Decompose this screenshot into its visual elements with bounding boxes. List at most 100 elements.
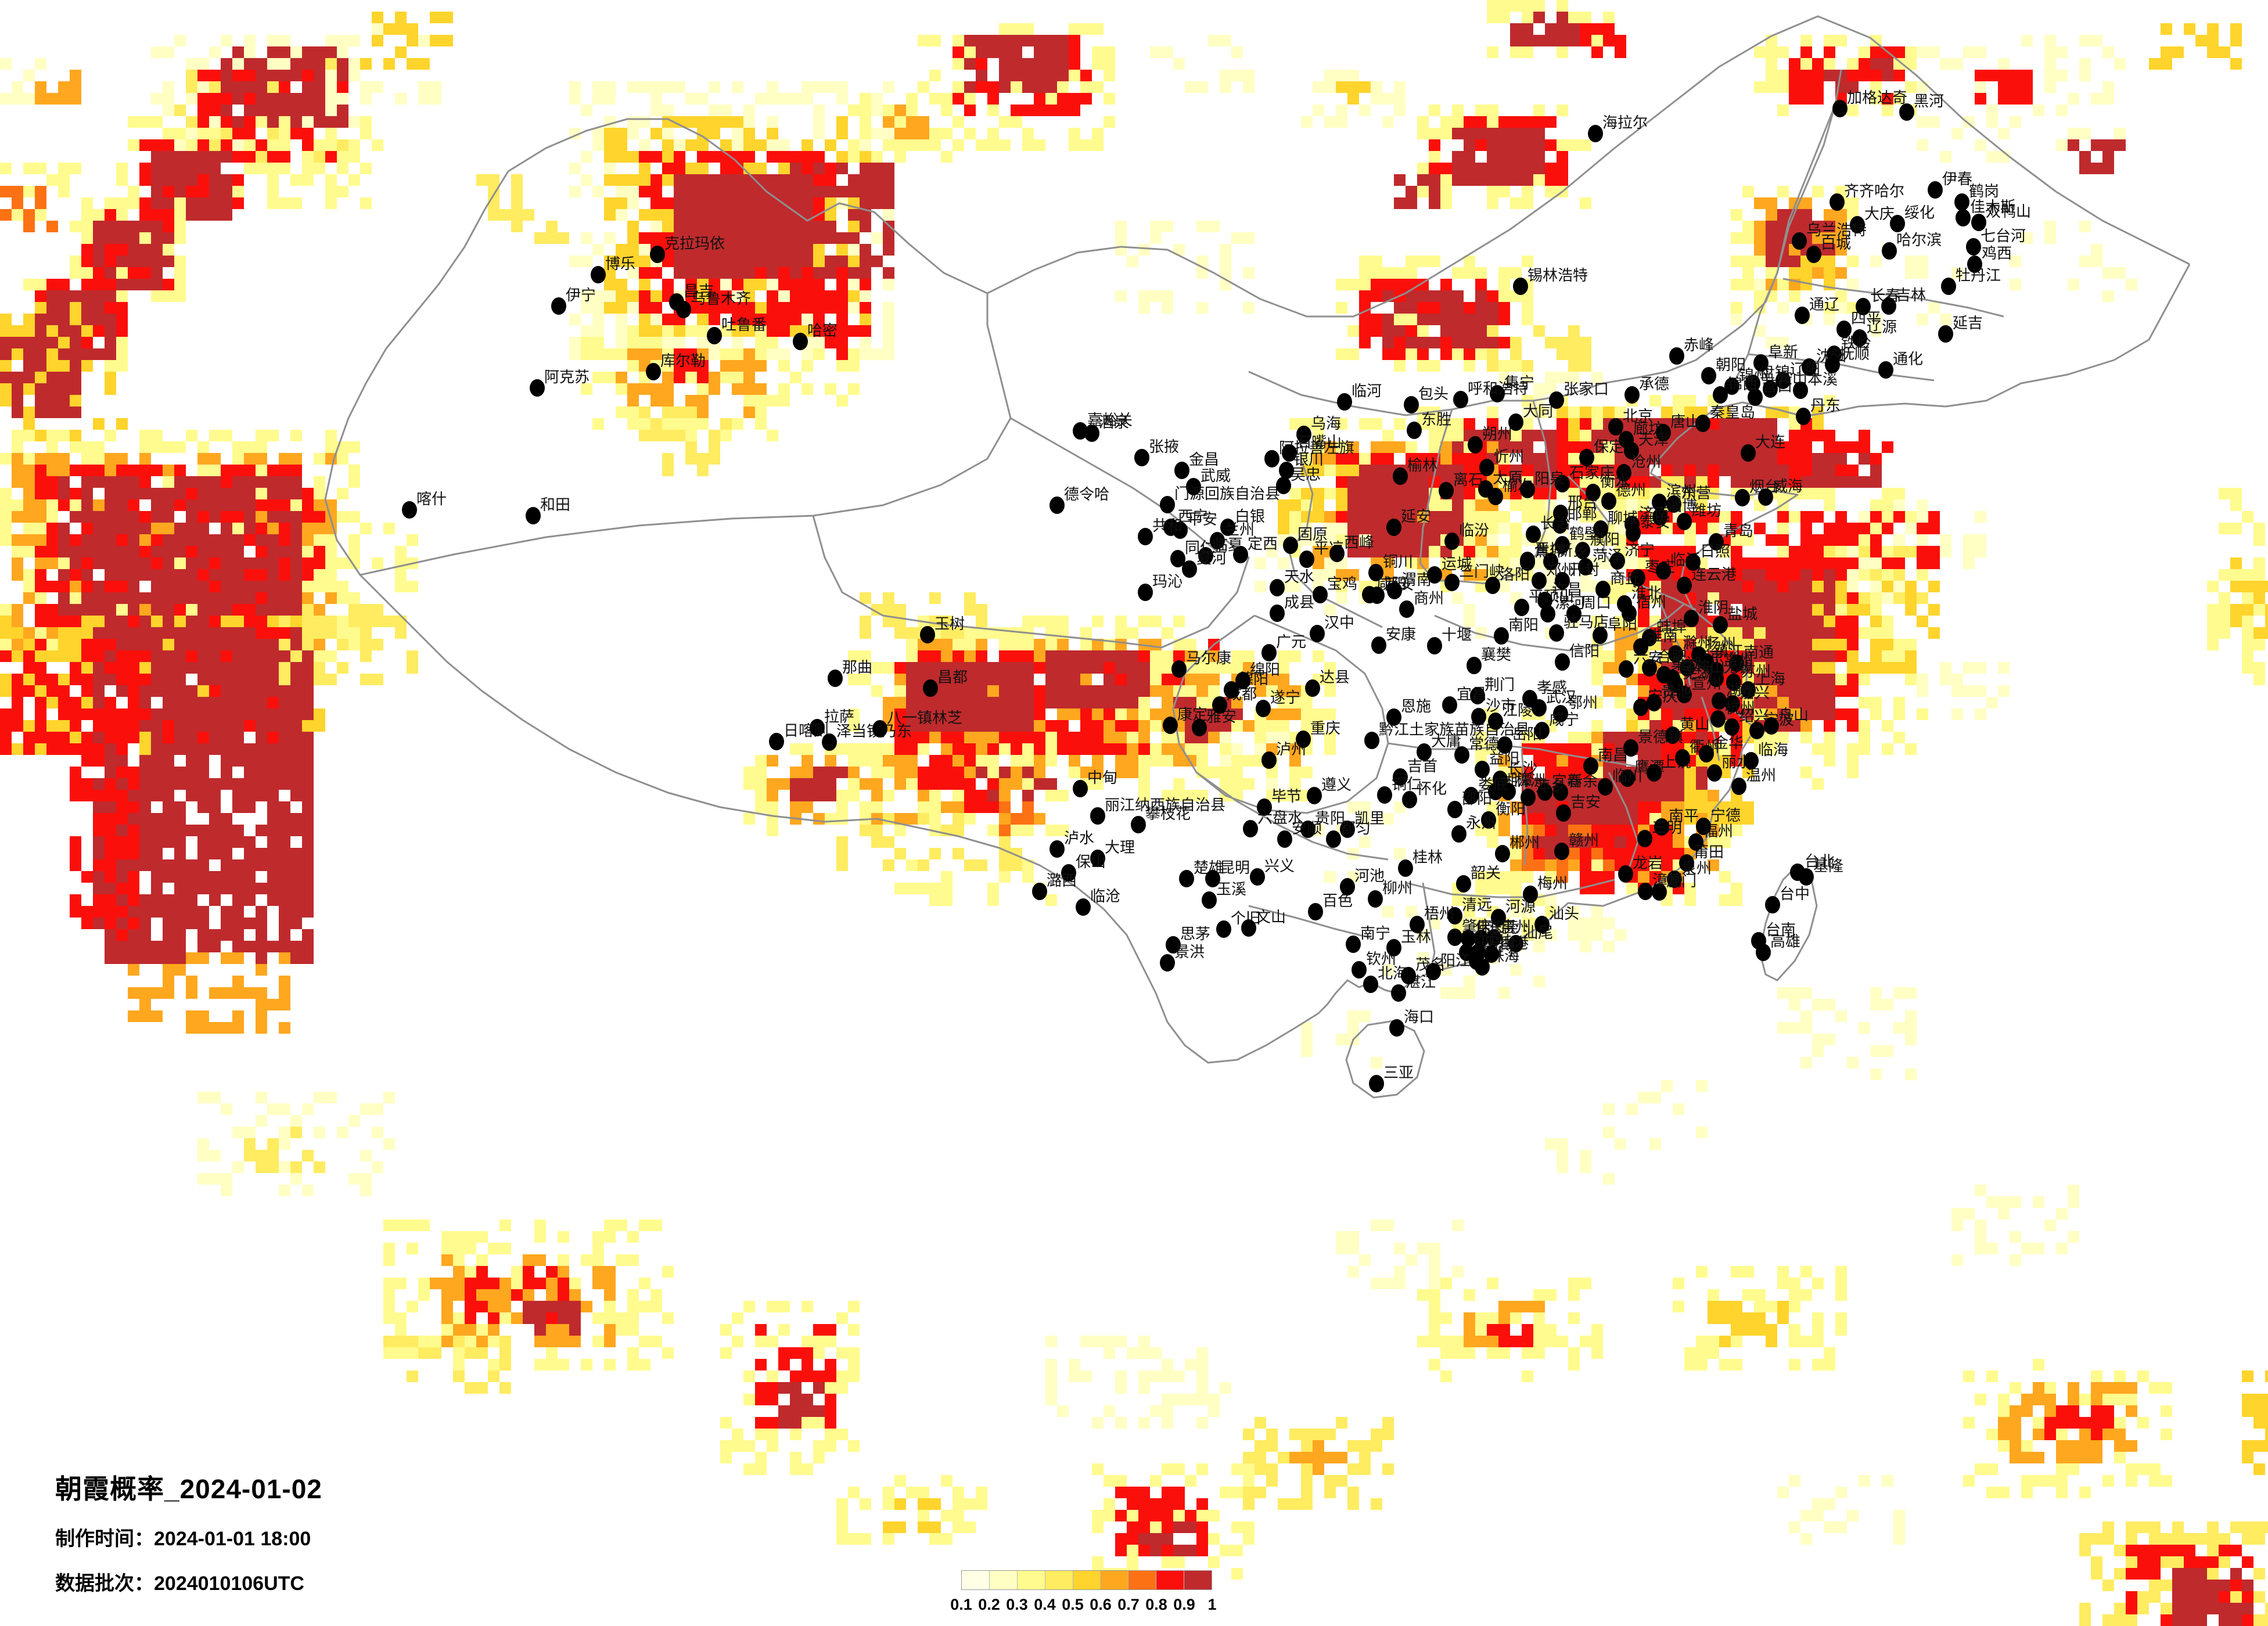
heat-cell xyxy=(1557,348,1568,360)
heat-cell xyxy=(174,557,186,569)
heat-cell xyxy=(12,209,23,221)
heat-cell xyxy=(70,441,81,453)
heat-cell xyxy=(151,93,163,105)
heat-cell xyxy=(1522,418,1533,430)
heat-cell xyxy=(755,186,767,197)
heat-cell xyxy=(35,465,46,476)
heat-cell xyxy=(1580,23,1591,35)
heat-cell xyxy=(743,139,755,151)
heat-cell xyxy=(732,360,743,372)
heat-cell xyxy=(1429,139,1440,151)
heat-cell xyxy=(267,650,279,662)
heat-cell xyxy=(488,197,499,209)
heat-cell xyxy=(1475,511,1487,523)
heat-cell xyxy=(116,592,128,604)
heat-cell xyxy=(1824,46,1835,58)
heat-cell xyxy=(1220,244,1231,256)
heat-cell xyxy=(1498,163,1510,174)
heat-cell xyxy=(1731,441,1742,453)
heat-cell xyxy=(186,976,197,987)
heat-cell xyxy=(662,395,674,406)
heat-cell xyxy=(105,488,116,499)
heat-cell xyxy=(302,685,314,697)
heat-cell xyxy=(12,81,23,93)
heat-cell xyxy=(93,755,105,767)
heat-cell xyxy=(221,918,232,929)
heat-cell xyxy=(1359,337,1371,348)
heat-cell xyxy=(70,697,81,708)
heat-cell xyxy=(174,627,186,639)
heat-cell xyxy=(592,128,604,139)
heat-cell xyxy=(256,534,267,546)
heat-cell xyxy=(209,929,221,941)
heat-cell xyxy=(883,139,894,151)
heat-cell xyxy=(209,616,221,627)
heat-cell xyxy=(70,662,81,674)
heat-cell xyxy=(0,732,12,743)
heat-cell xyxy=(848,325,860,337)
heat-cell xyxy=(836,325,848,337)
heat-cell xyxy=(23,569,35,581)
heat-cell xyxy=(953,35,964,46)
heat-cell xyxy=(12,441,23,453)
heat-cell xyxy=(627,383,639,395)
heat-cell xyxy=(232,453,244,465)
heat-cell xyxy=(825,302,836,314)
heat-cell xyxy=(2172,46,2184,58)
heat-cell xyxy=(105,383,116,395)
heat-cell xyxy=(616,209,627,221)
heat-cell xyxy=(163,441,174,453)
heat-cell xyxy=(999,139,1011,151)
heat-cell xyxy=(81,743,93,755)
heat-cell xyxy=(1568,325,1580,337)
heat-cell xyxy=(1150,46,1162,58)
heat-cell xyxy=(395,569,407,581)
heat-cell xyxy=(58,604,70,616)
heat-cell xyxy=(81,197,93,209)
heat-cell xyxy=(23,662,35,674)
heat-cell xyxy=(232,825,244,836)
heat-cell xyxy=(81,650,93,662)
heat-cell xyxy=(348,465,360,476)
heat-cell xyxy=(1800,453,1812,465)
heat-cell xyxy=(407,58,418,70)
heat-cell xyxy=(720,163,732,174)
heat-cell xyxy=(209,453,221,465)
heat-cell xyxy=(256,708,267,720)
heat-cell xyxy=(163,105,174,116)
heat-cell xyxy=(836,186,848,197)
heat-cell xyxy=(35,163,46,174)
heat-cell xyxy=(267,546,279,557)
heat-cell xyxy=(81,221,93,232)
heat-cell xyxy=(197,186,209,197)
heat-cell xyxy=(1789,81,1800,93)
heat-cell xyxy=(1034,93,1045,105)
heat-cell xyxy=(1347,70,1359,81)
heat-cell xyxy=(232,523,244,534)
heat-cell xyxy=(267,616,279,627)
heat-cell xyxy=(116,929,128,941)
heat-cell xyxy=(279,453,290,465)
heat-cell xyxy=(209,883,221,894)
heat-cell xyxy=(627,128,639,139)
heat-cell xyxy=(674,267,685,279)
heat-cell xyxy=(674,116,685,128)
heat-cell xyxy=(163,139,174,151)
heat-cell xyxy=(929,139,941,151)
heat-cell xyxy=(221,592,232,604)
heat-cell xyxy=(929,93,941,105)
heat-cell xyxy=(232,488,244,499)
heat-cell xyxy=(128,894,139,906)
heat-cell xyxy=(197,209,209,221)
heat-cell xyxy=(35,581,46,592)
heat-cell xyxy=(116,755,128,767)
heat-cell xyxy=(767,256,778,267)
heat-cell xyxy=(279,569,290,581)
heat-cell xyxy=(93,511,105,523)
heat-cell xyxy=(709,348,720,360)
heat-cell xyxy=(1475,128,1487,139)
heat-cell xyxy=(256,906,267,918)
heat-cell xyxy=(23,430,35,441)
heat-cell xyxy=(0,523,12,534)
heat-cell xyxy=(267,488,279,499)
